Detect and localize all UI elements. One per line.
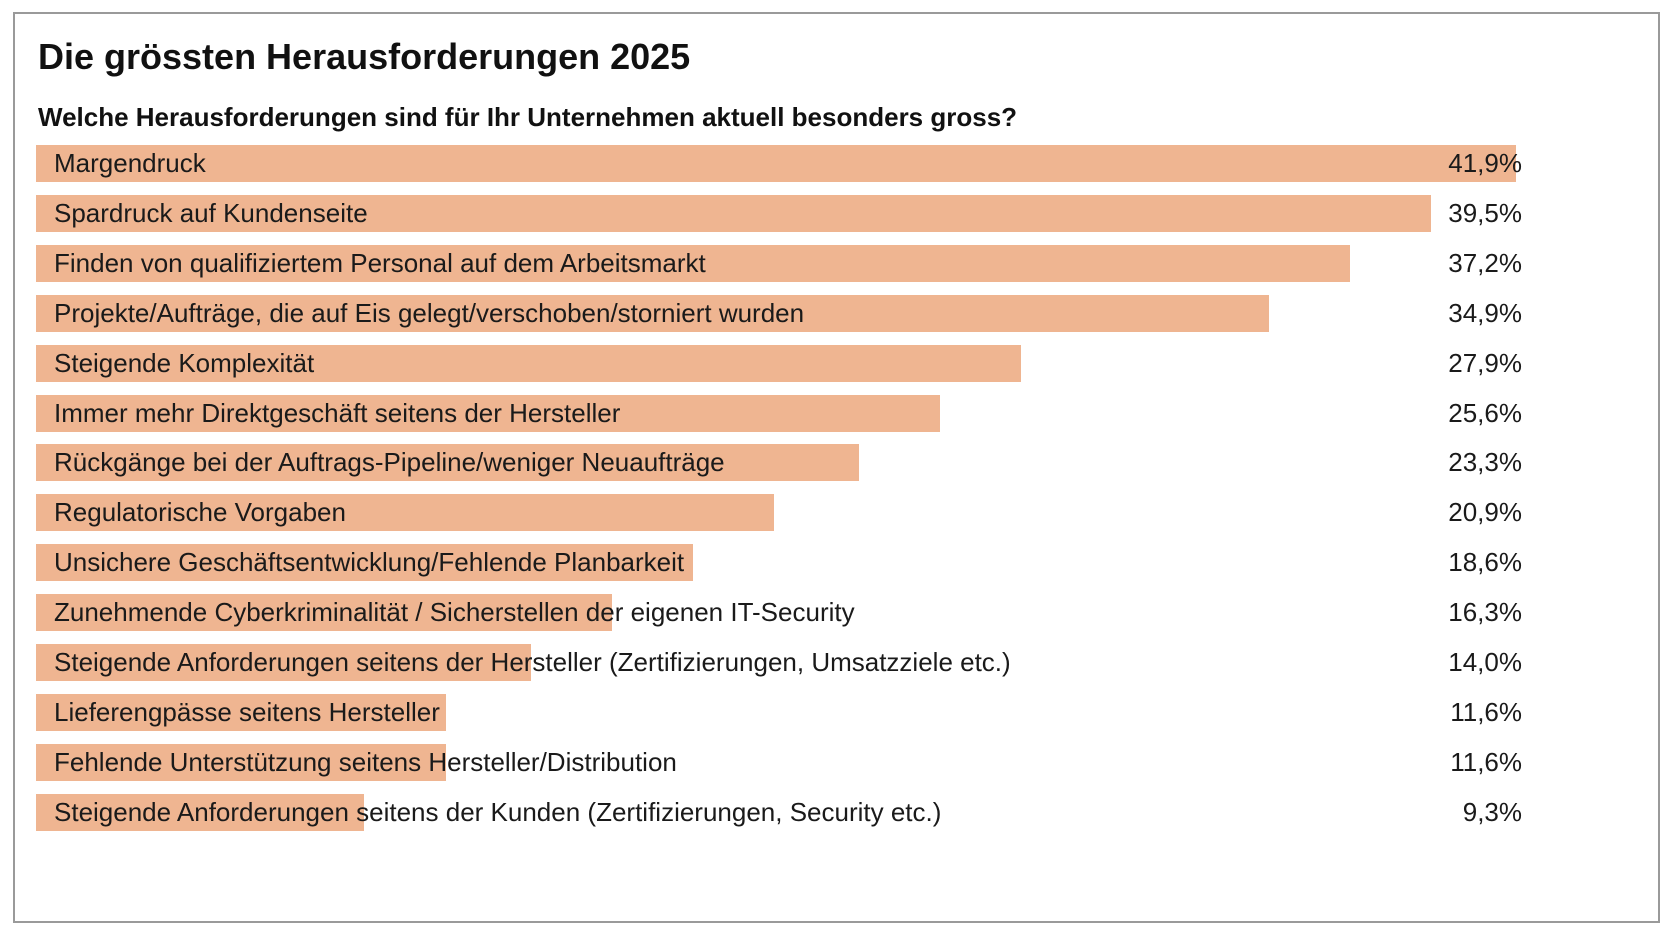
bar — [36, 794, 364, 831]
category-label: Immer mehr Direktgeschäft seitens der He… — [54, 398, 621, 428]
value-label: 20,9% — [1448, 497, 1522, 527]
bar — [36, 145, 1516, 182]
category-label: Margendruck — [54, 148, 206, 178]
value-label: 34,9% — [1448, 298, 1522, 328]
category-label: Steigende Anforderungen seitens der Hers… — [54, 647, 1011, 677]
category-label: Spardruck auf Kundenseite — [54, 198, 368, 228]
bar — [36, 295, 1269, 332]
chart-title: Die grössten Herausforderungen 2025 — [38, 36, 691, 77]
category-label: Finden von qualifiziertem Personal auf d… — [54, 248, 706, 278]
bar — [36, 694, 446, 731]
value-label: 25,6% — [1448, 398, 1522, 428]
value-label: 9,3% — [1462, 797, 1522, 827]
category-label: Rückgänge bei der Auftrags-Pipeline/weni… — [54, 447, 725, 477]
value-label: 11,6% — [1450, 747, 1522, 777]
value-label: 14,0% — [1448, 647, 1522, 677]
bar — [36, 544, 693, 581]
bar — [36, 245, 1350, 282]
value-label: 37,2% — [1448, 248, 1522, 278]
bar — [36, 494, 774, 531]
category-label: Zunehmende Cyberkriminalität / Sicherste… — [54, 597, 855, 627]
value-label: 23,3% — [1448, 447, 1522, 477]
chart-subtitle: Welche Herausforderungen sind für Ihr Un… — [38, 102, 1018, 132]
bar — [36, 594, 612, 631]
category-label: Projekte/Aufträge, die auf Eis gelegt/ve… — [54, 298, 805, 328]
category-label: Fehlende Unterstützung seitens Herstelle… — [54, 747, 677, 777]
bar — [36, 444, 859, 481]
value-label: 39,5% — [1448, 198, 1522, 228]
bar — [36, 195, 1431, 232]
category-label: Lieferengpässe seitens Hersteller — [54, 697, 440, 727]
value-label: 27,9% — [1448, 348, 1522, 378]
category-label: Steigende Anforderungen seitens der Kund… — [54, 797, 942, 827]
value-label: 11,6% — [1450, 697, 1522, 727]
bar — [36, 744, 446, 781]
value-label: 41,9% — [1448, 148, 1522, 178]
bar — [36, 395, 940, 432]
category-label: Regulatorische Vorgaben — [54, 497, 346, 527]
category-label: Unsichere Geschäftsentwicklung/Fehlende … — [54, 547, 685, 577]
value-label: 18,6% — [1448, 547, 1522, 577]
bar — [36, 644, 531, 681]
bar — [36, 345, 1021, 382]
category-label: Steigende Komplexität — [54, 348, 315, 378]
value-label: 16,3% — [1448, 597, 1522, 627]
